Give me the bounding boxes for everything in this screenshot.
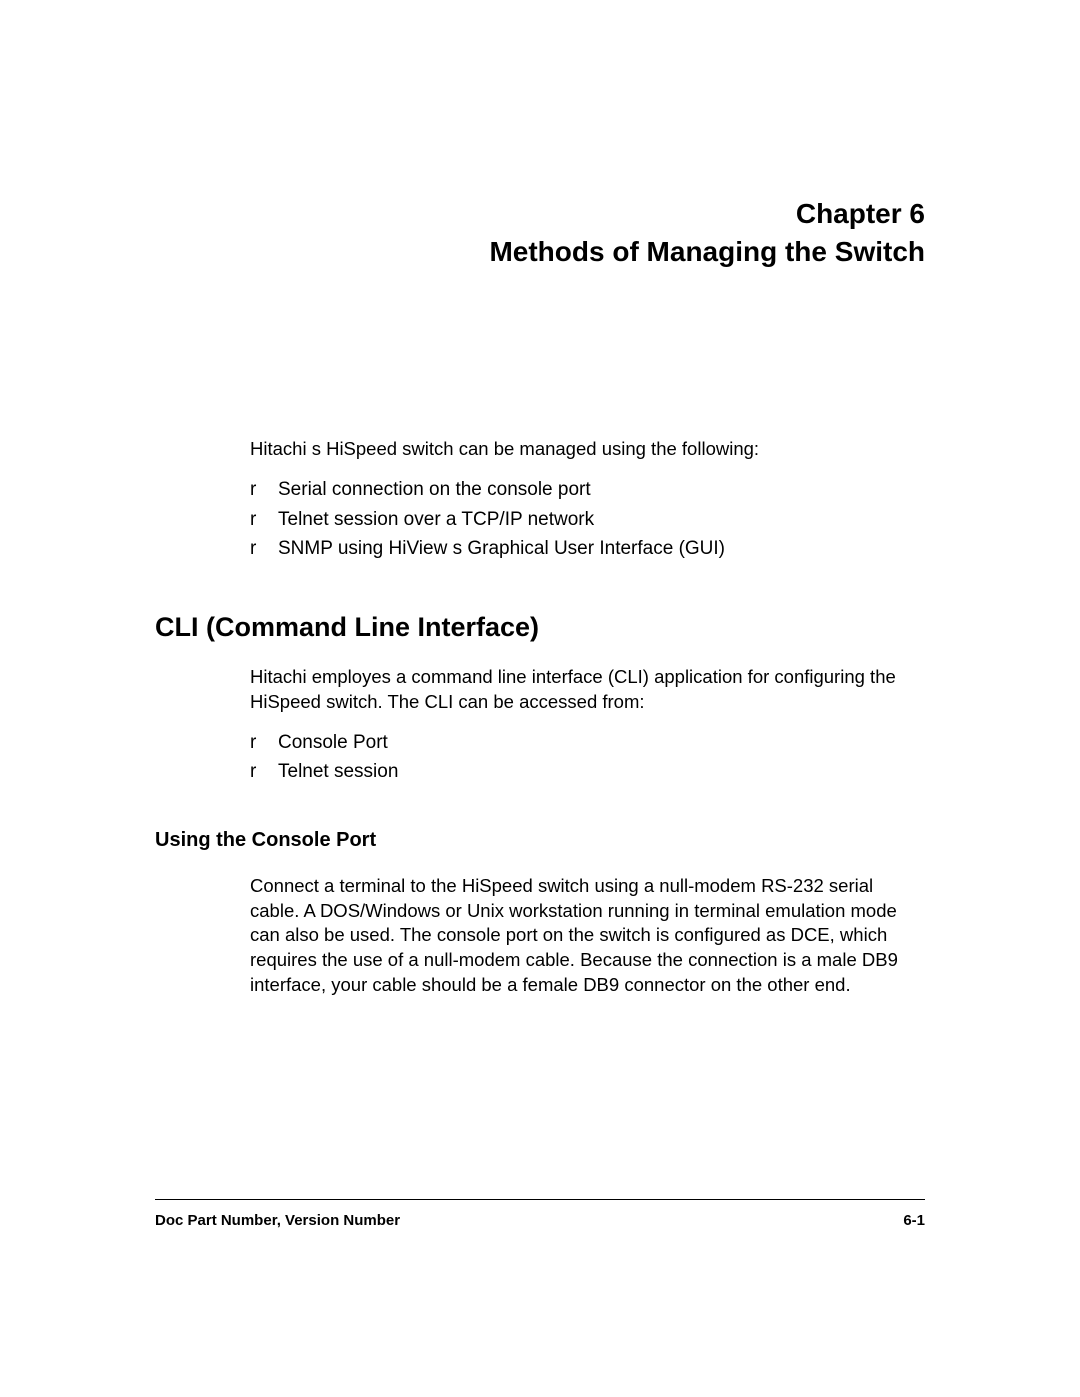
footer-page-number: 6-1 [903, 1212, 925, 1229]
bullet-marker: r [250, 728, 278, 757]
footer-left-text: Doc Part Number, Version Number [155, 1212, 400, 1229]
chapter-heading: Chapter 6 Methods of Managing the Switch [155, 195, 925, 271]
chapter-title: Methods of Managing the Switch [155, 233, 925, 271]
footer-divider [155, 1199, 925, 1200]
bullet-marker: r [250, 505, 278, 534]
access-list: r Console Port r Telnet session [250, 728, 925, 787]
list-item-text: SNMP using HiView s Graphical User Inter… [278, 534, 725, 563]
footer-content: Doc Part Number, Version Number 6-1 [155, 1212, 925, 1229]
intro-paragraph: Hitachi s HiSpeed switch can be managed … [250, 436, 925, 463]
list-item-text: Serial connection on the console port [278, 475, 591, 504]
list-item: r Telnet session over a TCP/IP network [250, 505, 925, 534]
list-item-text: Telnet session [278, 757, 398, 786]
methods-list: r Serial connection on the console port … [250, 475, 925, 563]
list-item: r SNMP using HiView s Graphical User Int… [250, 534, 925, 563]
bullet-marker: r [250, 475, 278, 504]
section-heading: CLI (Command Line Interface) [155, 612, 925, 643]
document-page: Chapter 6 Methods of Managing the Switch… [0, 0, 1080, 1397]
section-paragraph: Hitachi employes a command line interfac… [250, 665, 925, 715]
subsection-heading: Using the Console Port [155, 829, 925, 852]
page-footer: Doc Part Number, Version Number 6-1 [155, 1199, 925, 1229]
bullet-marker: r [250, 757, 278, 786]
list-item: r Serial connection on the console port [250, 475, 925, 504]
subsection-paragraph: Connect a terminal to the HiSpeed switch… [250, 874, 925, 999]
list-item: r Console Port [250, 728, 925, 757]
list-item-text: Console Port [278, 728, 388, 757]
list-item-text: Telnet session over a TCP/IP network [278, 505, 594, 534]
list-item: r Telnet session [250, 757, 925, 786]
bullet-marker: r [250, 534, 278, 563]
chapter-number: Chapter 6 [155, 195, 925, 233]
